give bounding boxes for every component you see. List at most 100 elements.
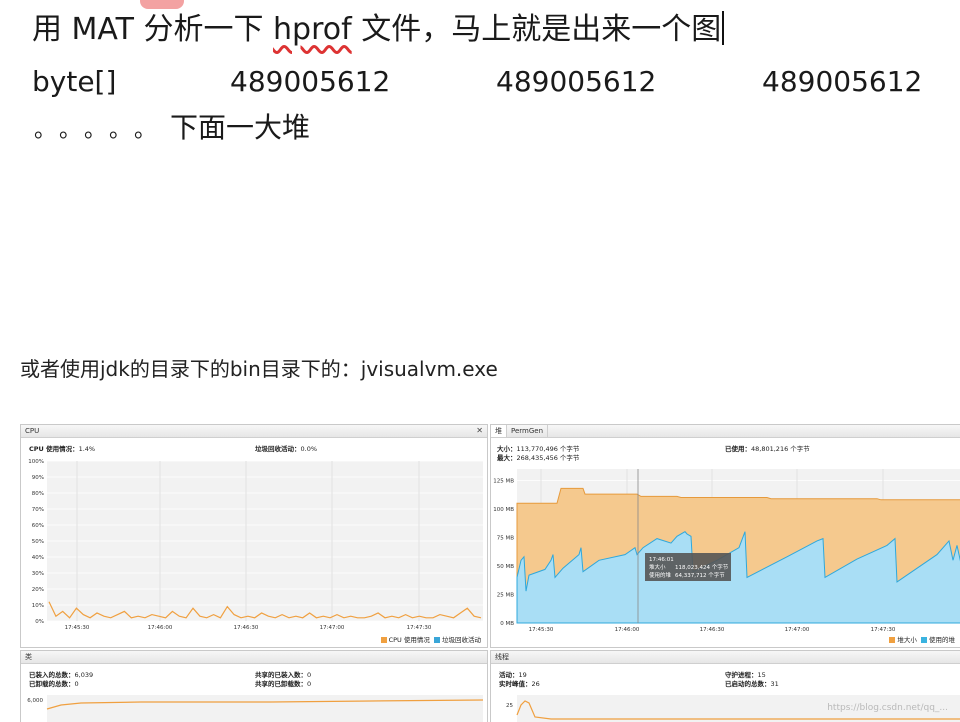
heap-used-stat: 已使用：48,801,216 个字节 [725, 445, 810, 454]
shared-loaded-stat: 共享的已装入数：0 [255, 671, 311, 680]
cpu-panel: CPU ✕ CPU 使用情况：1.4% 垃圾回收活动：0.0% 100% 90% 8… [20, 424, 488, 648]
type-name: byte[] [32, 65, 117, 98]
legend-swatch-heap-size [889, 637, 896, 643]
threads-chart: 25 [506, 695, 960, 722]
classes-panel: 类 已装入的总数：6,039 已卸载的总数：0 共享的已装入数：0 共享的已卸载… [20, 650, 488, 722]
cpu-y-tick-label: 60% [32, 523, 44, 529]
gc-activity-stat: 垃圾回收活动：0.0% [255, 445, 317, 454]
shared-loaded-value: 0 [307, 671, 312, 679]
shared-loaded-label: 共享的已装入数： [255, 671, 307, 679]
heap-legend: 堆大小 使用的堆 [889, 635, 955, 645]
classes-unloaded-value: 0 [74, 680, 79, 688]
watermark: https://blog.csdn.net/qq_... [827, 703, 948, 713]
cpu-y-ticks: 100% 90% 80% 70% 60% 50% 40% 30% 20% 10% 0% [28, 459, 44, 625]
cpu-x-tick-label: 17:45:30 [65, 625, 90, 631]
heap-panel: 堆 PermGen 大小：113,770,496 个字节 最大：268,435,4… [490, 424, 960, 648]
classes-title: 类 [25, 653, 32, 661]
tooltip-used-value: 64,337,712 个字节 [675, 571, 725, 579]
heap-x-tick-label: 17:46:30 [700, 627, 725, 633]
value-1: 489005612 [230, 65, 391, 98]
cpu-x-tick-label: 17:47:00 [320, 625, 345, 631]
cpu-panel-title: CPU ✕ [21, 425, 487, 438]
gc-activity-value: 0.0% [300, 445, 318, 453]
threads-line [516, 700, 960, 720]
classes-y-tick: 6,000 [27, 698, 43, 704]
cpu-legend: CPU 使用情况 垃圾回收活动 [380, 635, 481, 645]
close-icon[interactable]: ✕ [476, 426, 483, 435]
tab-heap[interactable]: 堆 [491, 425, 507, 437]
classes-loaded-stat: 已装入的总数：6,039 [29, 671, 93, 680]
heap-x-tick-label: 17:47:00 [785, 627, 810, 633]
heap-used-value: 48,801,216 个字节 [751, 445, 810, 453]
cpu-x-tick-label: 17:47:30 [407, 625, 432, 631]
heap-size-stat: 大小：113,770,496 个字节 [497, 445, 579, 454]
threads-live-value: 19 [518, 671, 527, 679]
classes-unloaded-stat: 已卸载的总数：0 [29, 680, 79, 689]
threads-title: 线程 [495, 653, 509, 661]
cpu-chart: 100% 90% 80% 70% 60% 50% 40% 30% 20% 10% 0% 17:45:… [28, 459, 483, 631]
gc-activity-label: 垃圾回收活动： [255, 445, 301, 453]
value-3: 489005612 [762, 65, 923, 98]
cpu-usage-value: 1.4% [78, 445, 96, 453]
heading-prefix: 用 MAT 分析一下 [32, 12, 274, 47]
heap-size-value: 113,770,496 个字节 [516, 445, 580, 453]
classes-unloaded-label: 已卸载的总数： [29, 680, 75, 688]
cpu-y-tick-label: 30% [32, 571, 44, 577]
heap-tooltip: 17:46:01 堆大小 118,023,424 个字节 使用的堆 64,337… [645, 553, 731, 581]
legend-heap-used: 使用的堆 [929, 636, 955, 644]
threads-peak-stat: 实时峰值：26 [499, 680, 540, 689]
threads-daemon-value: 15 [757, 671, 766, 679]
tooltip-time: 17:46:01 [649, 557, 674, 563]
caption: 或者使用jdk的目录下的bin目录下的：jvisualvm.exe [20, 357, 498, 381]
cpu-y-tick-label: 80% [32, 491, 44, 497]
ellipsis-dots: 。。。。。 [34, 118, 171, 143]
cpu-x-ticks: 17:45:30 17:46:00 17:46:30 17:47:00 17:47:30 [65, 625, 432, 631]
classes-panel-title: 类 [21, 651, 487, 664]
classes-loaded-label: 已装入的总数： [29, 671, 75, 679]
heap-max-stat: 最大：268,435,456 个字节 [497, 454, 579, 463]
cpu-y-tick-label: 90% [32, 475, 44, 481]
cpu-y-tick-label: 70% [32, 507, 44, 513]
threads-started-value: 31 [770, 680, 779, 688]
threads-live-stat: 活动：19 [499, 671, 527, 680]
cpu-y-tick-label: 10% [32, 603, 44, 609]
heap-chart: 125 MB 100 MB 75 MB 50 MB 25 MB 0 MB 17:45:30… [493, 469, 960, 633]
classes-line [46, 699, 484, 710]
value-2: 489005612 [496, 65, 657, 98]
heap-size-label: 大小： [497, 445, 517, 453]
tab-permgen[interactable]: PermGen [507, 425, 549, 437]
threads-peak-label: 实时峰值： [499, 680, 532, 688]
legend-gc: 垃圾回收活动 [442, 636, 481, 644]
threads-started-stat: 已启动的总数：31 [725, 680, 779, 689]
heap-x-tick-label: 17:46:00 [615, 627, 640, 633]
heap-x-tick-label: 17:47:30 [871, 627, 896, 633]
legend-swatch-gc [434, 637, 440, 643]
shared-unloaded-value: 0 [307, 680, 312, 688]
threads-started-label: 已启动的总数： [725, 680, 771, 688]
cpu-title: CPU [25, 427, 40, 435]
cpu-x-tick-label: 17:46:30 [234, 625, 259, 631]
cpu-grid [47, 460, 483, 622]
legend-swatch-heap-used [921, 637, 927, 643]
tooltip-used-label: 使用的堆 [649, 571, 672, 579]
heap-max-label: 最大： [497, 454, 517, 462]
cpu-y-tick-label: 100% [28, 459, 44, 465]
heading-line: 用 MAT 分析一下 hprof 文件，马上就是出来一个图 [32, 8, 725, 52]
threads-daemon-stat: 守护进程：15 [725, 671, 766, 680]
shared-unloaded-stat: 共享的已卸载数：0 [255, 680, 311, 689]
hprof-word: hprof [273, 12, 352, 47]
legend-swatch-cpu [380, 637, 387, 643]
heap-x-ticks: 17:45:30 17:46:00 17:46:30 17:47:00 17:47:30 [529, 627, 896, 633]
heap-panel-tabs: 堆 PermGen [491, 425, 960, 438]
threads-y-tick: 25 [506, 703, 513, 709]
threads-peak-value: 26 [531, 680, 540, 688]
heap-y-tick-label: 75 MB [497, 535, 514, 541]
cpu-x-tick-label: 17:46:00 [148, 625, 173, 631]
cpu-y-tick-label: 50% [32, 539, 44, 545]
tab-marker [140, 0, 184, 9]
heap-y-tick-label: 50 MB [497, 564, 514, 570]
cpu-usage-label: CPU 使用情况： [29, 445, 79, 453]
heap-y-tick-label: 0 MB [500, 621, 514, 627]
cpu-usage-stat: CPU 使用情况：1.4% [29, 445, 95, 454]
classes-loaded-value: 6,039 [74, 671, 94, 679]
